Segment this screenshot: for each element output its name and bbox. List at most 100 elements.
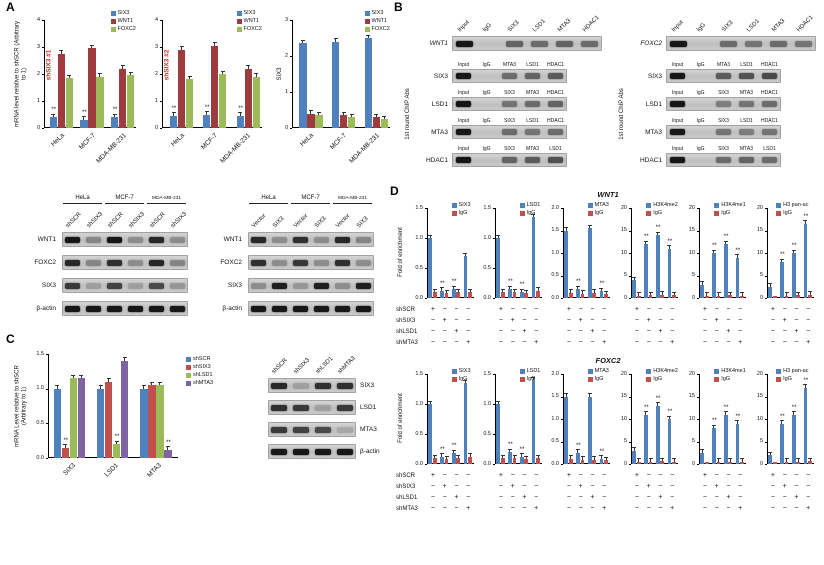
protein-band: [128, 305, 143, 312]
sig-mark: **: [165, 439, 171, 446]
y-axis-label: Fold of enrichment: [398, 227, 404, 277]
error-bar: [509, 449, 511, 452]
sign-cell: −: [602, 328, 607, 335]
sign-cell: −: [442, 339, 447, 346]
y-tick-label: 15: [756, 227, 763, 233]
y-tick: [425, 374, 427, 375]
error-bar: [729, 292, 731, 296]
error-bar: [167, 446, 169, 450]
bar-IgG: [604, 294, 608, 298]
condition-row-label: shMTA3: [396, 506, 418, 512]
y-tick: [629, 441, 631, 443]
error-bar-cap: [723, 240, 728, 242]
protein-band: [128, 236, 143, 243]
sig-mark: **: [519, 446, 525, 453]
bar-SIX3: [463, 383, 468, 464]
legend-label: IgG: [783, 376, 792, 382]
sig-mark: **: [791, 404, 797, 411]
y-tick: [765, 298, 767, 299]
error-bar-cap: [740, 292, 745, 294]
protein-band: [86, 236, 101, 243]
bar-H3K4me2: [632, 280, 637, 298]
error-bar-cap: [81, 116, 86, 118]
protein-band: [314, 236, 329, 243]
error-bar-cap: [779, 258, 784, 260]
sign-cell: −: [578, 472, 583, 479]
lane-label: Vector: [250, 213, 267, 230]
chart-d02: 0.0 0.5 1.0 1.5 2.0 ** ** MTA3 IgG: [548, 200, 612, 301]
protein-band: [149, 282, 164, 289]
protein-band: [506, 40, 523, 47]
error-bar-cap: [55, 385, 60, 387]
error-bar-cap: [599, 287, 604, 289]
protein-band: [501, 157, 518, 163]
sign-cell: −: [454, 483, 459, 490]
bar-IgG: [796, 295, 801, 298]
sign-cell: −: [806, 494, 811, 501]
error-bar: [72, 375, 74, 379]
y-tick: [629, 396, 631, 398]
bar-IgG: [512, 292, 517, 298]
sign-cell: −: [738, 472, 743, 479]
y-tick: [425, 464, 427, 465]
error-bar: [673, 292, 675, 296]
protein-band: [149, 305, 164, 312]
error-bar-cap: [212, 42, 217, 44]
condition-row-label: shLSD1: [396, 329, 418, 335]
y-tick-label: 0: [623, 460, 627, 467]
y-tick-label: 2.0: [551, 370, 559, 377]
sign-cell: −: [794, 505, 799, 512]
protein-band: [293, 259, 308, 266]
legend-label: IgG: [526, 210, 536, 216]
error-bar-cap: [51, 113, 56, 115]
error-bar: [151, 382, 153, 386]
bar-IgG: [796, 461, 801, 464]
sign-cell: −: [534, 494, 539, 501]
legend-label: H3 pan-ac: [783, 202, 809, 208]
error-bar-cap: [112, 113, 117, 115]
lane-label: shSIX3: [127, 211, 146, 230]
y-tick-label: 0: [623, 294, 627, 301]
sign-cell: −: [646, 328, 651, 335]
protein-band: [337, 404, 353, 411]
sign-cell: −: [566, 317, 571, 324]
y-tick-label: 5: [623, 438, 627, 444]
protein-band: [531, 40, 548, 47]
legend-swatch-FOXC2: [364, 27, 370, 32]
protein-band: [337, 382, 353, 389]
y-tick: [160, 20, 162, 21]
blot-row-label: β-actin: [360, 447, 380, 455]
sig-mark: **: [439, 446, 445, 453]
error-bar-cap: [568, 455, 573, 457]
bar-shLSD1: [69, 378, 77, 458]
error-bar-cap: [667, 415, 672, 417]
bar-IgG: [648, 461, 653, 464]
protein-band: [251, 259, 266, 266]
protein-band: [149, 236, 164, 243]
sig-mark: **: [599, 281, 605, 288]
error-bar-cap: [500, 288, 505, 290]
sub-lane-label: LSD1: [549, 146, 562, 152]
protein-band: [738, 157, 755, 163]
error-bar-cap: [382, 115, 387, 117]
sign-cell: −: [510, 472, 515, 479]
plot-area: [495, 374, 542, 464]
error-bar: [521, 453, 523, 457]
blot-strip-WNT1: [62, 232, 188, 247]
y-tick-label: 0.0: [483, 294, 491, 301]
y-tick: [561, 419, 563, 420]
error-bar: [214, 42, 216, 46]
sign-cell: −: [726, 339, 731, 346]
sign-cell: −: [634, 339, 639, 346]
bar-IgG: [580, 293, 585, 298]
sig-mark: **: [575, 442, 581, 449]
sig-mark: **: [114, 434, 120, 441]
sign-cell: −: [726, 483, 731, 490]
bar-WNT1: [307, 113, 315, 128]
bar-H3K4me1: [712, 428, 716, 464]
sub-lane-label: SIX3: [504, 90, 515, 96]
bar-MTA3: [576, 289, 580, 298]
bar-H3K4me2: [644, 414, 648, 464]
protein-band: [293, 236, 308, 243]
